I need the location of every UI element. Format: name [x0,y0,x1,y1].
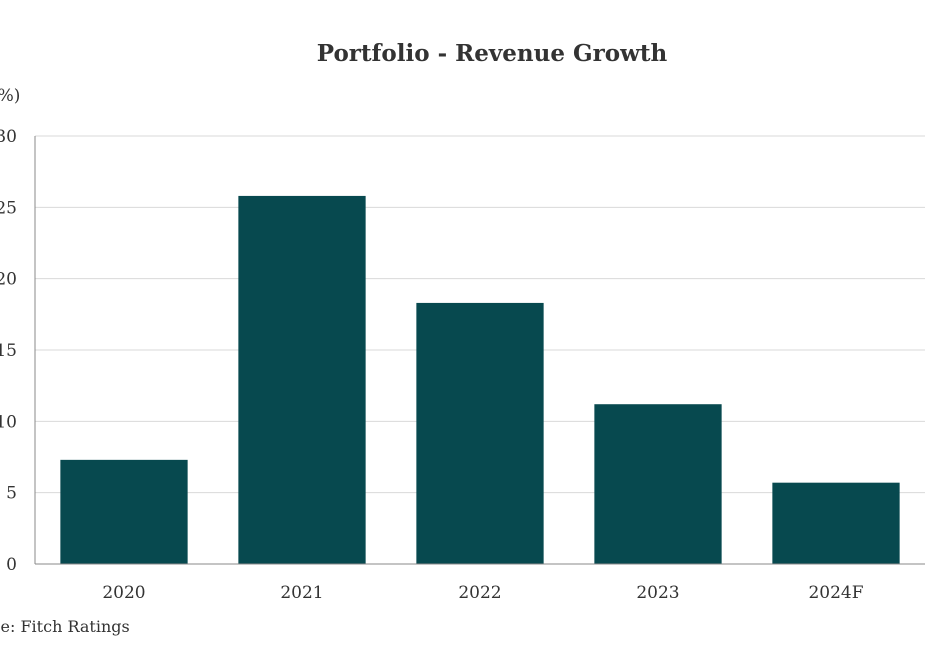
x-tick-label-2023: 2023 [636,583,679,603]
y-tick-label-20: 20 [0,270,17,290]
axes [34,136,925,565]
y-tick-label-30: 30 [0,127,17,147]
bar-2020 [60,459,188,564]
bar-2022 [416,302,544,564]
x-tick-label-2022: 2022 [458,583,501,603]
bar-2024F [772,482,900,564]
y-tick-label-5: 5 [6,484,17,504]
x-tick-label-2020: 2020 [102,583,145,603]
y-axis-label: (%) [0,86,20,106]
y-tick-label-0: 0 [6,555,17,575]
chart-title: Portfolio - Revenue Growth [317,40,668,67]
y-tick-label-15: 15 [0,341,17,361]
bar-2021 [238,195,366,565]
bars [60,195,900,565]
x-tick-label-2021: 2021 [280,583,323,603]
x-tick-label-2024F: 2024F [808,583,863,603]
bar-2023 [594,404,722,564]
source-note: Source: Fitch Ratings [0,617,130,636]
y-tick-label-10: 10 [0,412,17,432]
tick-labels: 0 5 10 15 20 25 30 2020 2021 2022 2023 2024F [0,127,864,603]
y-tick-label-25: 25 [0,198,17,218]
